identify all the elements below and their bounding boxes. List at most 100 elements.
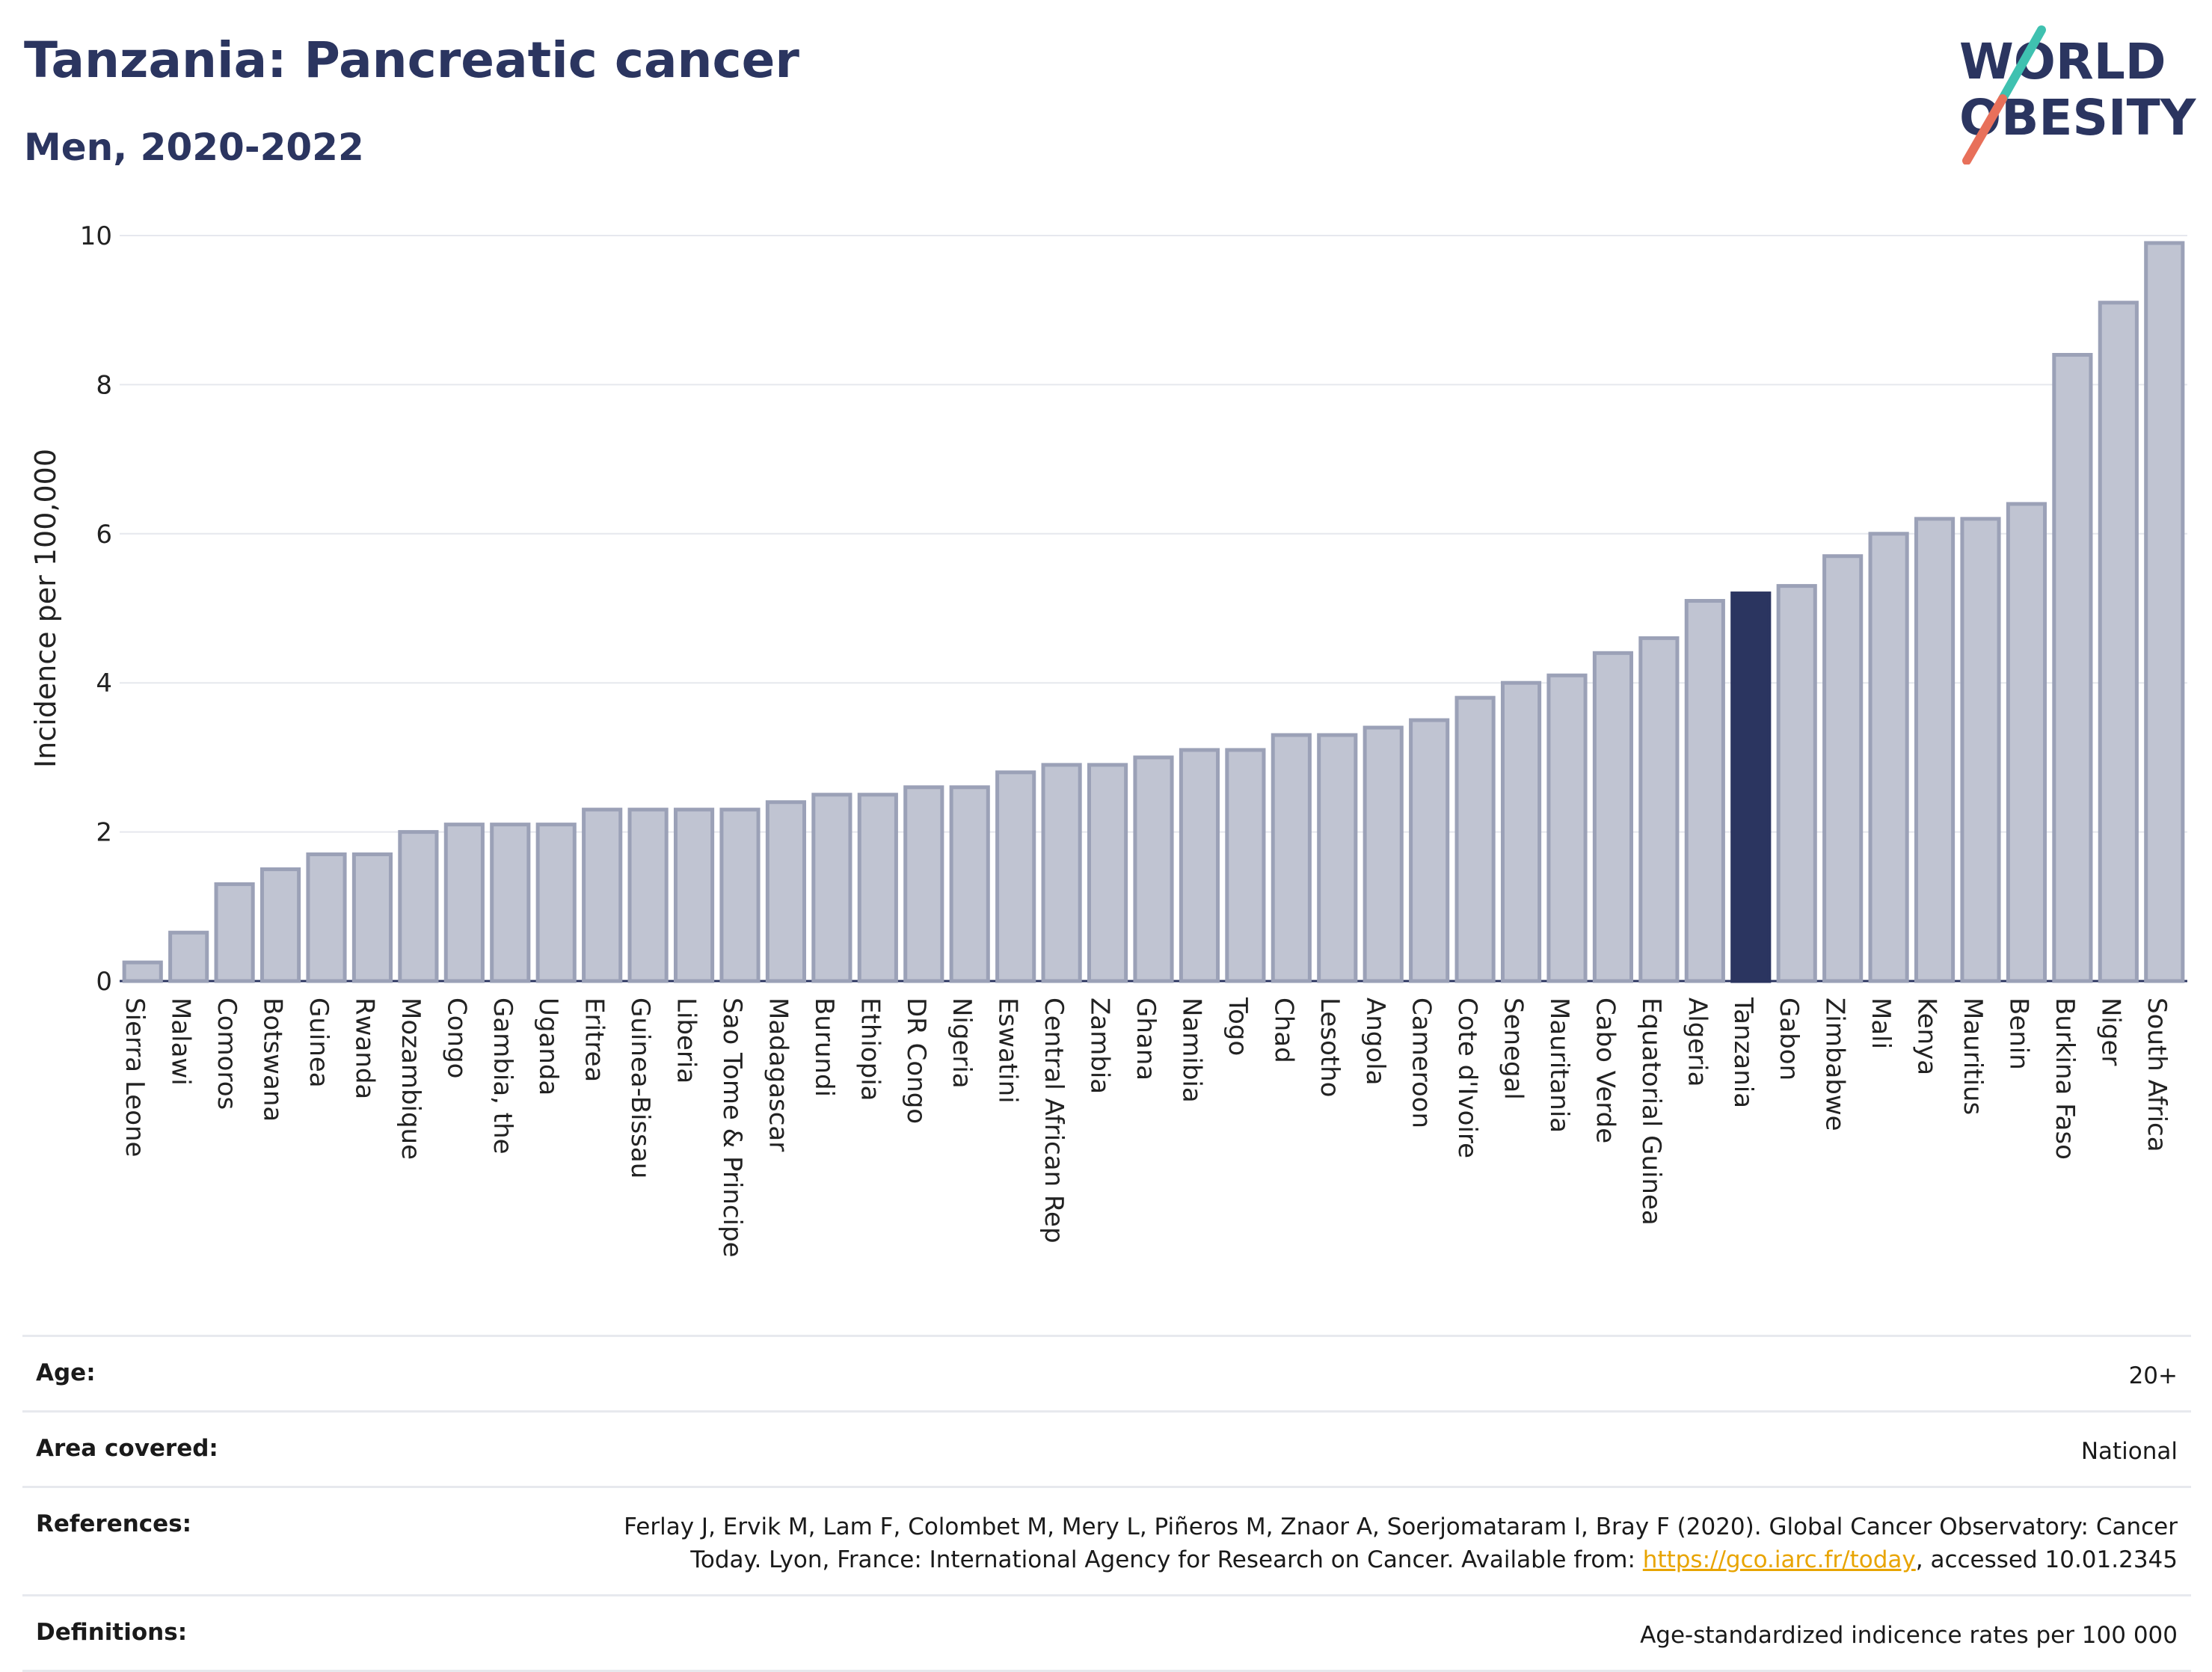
area-value: National (2080, 1438, 2178, 1465)
x-tick-label: Comoros (212, 998, 242, 1110)
bar-burkina-faso (2052, 353, 2093, 983)
x-tick-label: Uganda (533, 998, 563, 1095)
x-tick-label: Ethiopia (855, 998, 885, 1101)
bar-congo (443, 823, 485, 983)
bar-chart: 0 2 4 6 8 10 Incidence per 100,000 Sierra Leon… (29, 221, 2187, 1258)
bar-guinea-bissau (627, 808, 669, 983)
area-label: Area covered: (36, 1435, 218, 1462)
bar-nigeria (949, 785, 990, 983)
y-tick-label: 8 (96, 370, 112, 400)
x-tick-label: Lesotho (1315, 998, 1345, 1097)
definitions-value: Age-standardized indicence rates per 100… (1640, 1622, 2178, 1649)
page-subtitle: Men, 2020-2022 (24, 126, 364, 169)
meta-row-age: Age: 20+ (22, 1335, 2191, 1410)
bar-rwanda (351, 852, 393, 983)
references-link[interactable]: https://gco.iarc.fr/today (1642, 1546, 1916, 1573)
x-tick-label: Zimbabwe (1820, 998, 1850, 1131)
bar-sierra-leone (122, 960, 163, 983)
bar-lesotho (1317, 733, 1358, 983)
y-tick-label: 10 (80, 221, 112, 251)
x-tick-label: Kenya (1912, 998, 1942, 1075)
x-tick-label: Algeria (1682, 998, 1712, 1087)
x-tick-label: South Africa (2142, 998, 2172, 1152)
x-tick-label: Ghana (1131, 998, 1161, 1081)
x-tick-label: Cabo Verde (1590, 998, 1620, 1143)
bar-south-africa (2144, 241, 2185, 983)
bar-uganda (535, 823, 577, 983)
x-tick-label: Eritrea (580, 998, 609, 1082)
x-tick-label: Rwanda (349, 998, 379, 1099)
x-tick-label: Namibia (1176, 998, 1206, 1103)
bar-cameroon (1409, 718, 1450, 983)
x-tick-label: Tanzania (1728, 997, 1758, 1108)
world-obesity-logo: WORLD OBESITY (1959, 25, 2197, 165)
bar-mauritius (1960, 517, 2001, 983)
bar-comoros (214, 882, 255, 983)
bar-cabo-verde (1592, 651, 1634, 983)
x-tick-label: Mauritius (1958, 998, 1988, 1115)
bar-guinea (306, 852, 347, 983)
bar-algeria (1684, 599, 1725, 983)
bar-madagascar (765, 800, 807, 983)
x-tick-label: Eswatini (993, 998, 1023, 1104)
bar-ghana (1133, 755, 1174, 983)
bar-liberia (673, 808, 715, 983)
references-text-1: Ferlay J, Ervik M, Lam F, Colombet M, Me… (624, 1513, 2178, 1540)
x-tick-label: Madagascar (763, 998, 793, 1152)
x-tick-label: Mozambique (396, 998, 425, 1160)
bar-mozambique (398, 830, 439, 983)
x-tick-label: Cameroon (1407, 998, 1437, 1128)
y-tick-label: 2 (96, 818, 112, 848)
bar-zambia (1087, 763, 1128, 983)
x-tick-label: Sierra Leone (120, 998, 150, 1157)
x-tick-label: Malawi (166, 998, 196, 1086)
meta-row-references: References: Ferlay J, Ervik M, Lam F, Co… (22, 1486, 2191, 1594)
bar-botswana (259, 867, 301, 983)
y-tick-label: 0 (96, 967, 112, 997)
bar-zimbabwe (1822, 554, 1864, 983)
bar-gabon (1776, 584, 1817, 983)
x-tick-label: Angola (1360, 998, 1390, 1085)
references-value: Ferlay J, Ervik M, Lam F, Colombet M, Me… (425, 1510, 2178, 1576)
x-tick-label: Botswana (258, 998, 288, 1122)
y-axis-label: Incidence per 100,000 (29, 449, 62, 768)
x-tick-label: Congo (441, 998, 471, 1078)
bar-equatorial-guinea (1638, 636, 1680, 983)
bar-dr-congo (903, 785, 944, 983)
meta-row-definitions: Definitions: Age-standardized indicence … (22, 1594, 2191, 1672)
bar-cote-d-ivoire (1454, 695, 1496, 983)
x-tick-label: Zambia (1085, 998, 1115, 1094)
x-tick-label: Liberia (672, 998, 701, 1084)
bar-eswatini (995, 770, 1036, 983)
x-tick-label: Gambia, the (488, 998, 517, 1155)
x-tick-label: Senegal (1499, 998, 1529, 1100)
bar-ethiopia (857, 793, 898, 983)
x-tick-label: Togo (1223, 997, 1253, 1056)
bar-eritrea (582, 808, 623, 983)
bar-burundi (811, 793, 852, 983)
references-text-3: , accessed 10.01.2345 (1915, 1546, 2178, 1573)
logo-slash-coral (1962, 94, 2007, 165)
x-tick-label: Niger (2095, 998, 2125, 1066)
x-tick-label: Benin (2003, 998, 2033, 1070)
bar-kenya (1914, 517, 1956, 983)
x-tick-label: Mali (1866, 998, 1896, 1049)
bar-senegal (1500, 680, 1542, 983)
bar-central-african-rep (1041, 763, 1082, 983)
x-tick-label: Cote d'Ivoire (1452, 998, 1482, 1158)
age-value: 20+ (2128, 1362, 2178, 1389)
bar-mauritania (1546, 673, 1588, 983)
references-label: References: (36, 1510, 192, 1537)
x-tick-label: Mauritania (1544, 998, 1574, 1133)
page-title: Tanzania: Pancreatic cancer (24, 31, 799, 89)
meta-row-area: Area covered: National (22, 1410, 2191, 1486)
bar-namibia (1179, 748, 1220, 983)
bar-tanzania (1730, 591, 1772, 983)
bar-mali (1868, 532, 1909, 983)
x-tick-label: Chad (1268, 998, 1298, 1063)
bar-gambia-the (490, 823, 531, 983)
definitions-label: Definitions: (36, 1619, 188, 1646)
y-tick-label: 6 (96, 520, 112, 550)
metadata-table: Age: 20+ Area covered: National Referenc… (22, 1335, 2191, 1672)
bar-benin (2006, 502, 2047, 983)
